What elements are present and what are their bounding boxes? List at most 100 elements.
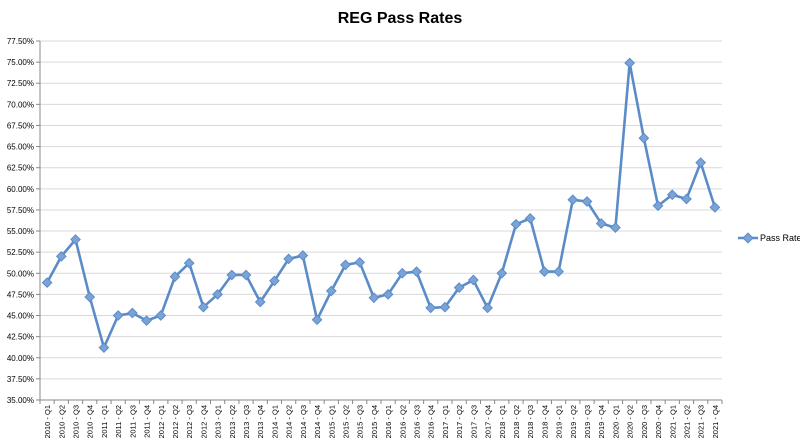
data-point bbox=[553, 266, 564, 277]
x-tick-label: 2013 - Q2 bbox=[228, 405, 237, 438]
x-tick-label: 2014 - Q2 bbox=[285, 405, 294, 438]
data-point bbox=[453, 282, 465, 294]
x-tick-label: 2012 - Q1 bbox=[157, 405, 166, 438]
data-point bbox=[439, 301, 451, 313]
y-tick-label: 52.50% bbox=[7, 248, 34, 257]
data-point bbox=[325, 285, 337, 297]
data-point bbox=[624, 57, 636, 69]
data-point bbox=[482, 302, 493, 314]
x-axis bbox=[39, 41, 722, 401]
y-tick-label: 35.00% bbox=[7, 396, 34, 405]
gridlines bbox=[40, 40, 722, 401]
data-point bbox=[524, 213, 536, 224]
data-point bbox=[155, 310, 167, 321]
data-point bbox=[539, 266, 550, 277]
data-point bbox=[425, 302, 437, 314]
data-point bbox=[212, 289, 223, 300]
legend: Pass Rate bbox=[738, 232, 800, 244]
data-point bbox=[666, 189, 678, 201]
y-tick-label: 57.50% bbox=[7, 206, 34, 215]
data-point bbox=[510, 218, 522, 230]
x-tick-label: 2013 - Q4 bbox=[256, 405, 265, 438]
data-point bbox=[496, 267, 508, 279]
x-tick-label: 2013 - Q3 bbox=[242, 405, 251, 438]
y-tick-label: 37.50% bbox=[7, 375, 34, 384]
y-tick-label: 50.00% bbox=[7, 269, 34, 278]
x-tick-label: 2018 - Q2 bbox=[512, 405, 521, 438]
y-tick-label: 55.00% bbox=[7, 227, 34, 236]
data-point bbox=[681, 193, 692, 205]
x-tick-label: 2012 - Q2 bbox=[171, 405, 180, 438]
x-tick-label: 2017 - Q1 bbox=[441, 405, 450, 438]
x-tick-label: 2016 - Q3 bbox=[413, 405, 422, 438]
data-point bbox=[41, 277, 53, 288]
legend-label: Pass Rate bbox=[760, 233, 800, 243]
x-tick-label: 2019 - Q4 bbox=[597, 405, 606, 438]
x-tick-label: 2019 - Q3 bbox=[583, 405, 592, 438]
y-tick-label: 77.50% bbox=[7, 37, 34, 46]
x-tick-label: 2019 - Q1 bbox=[555, 405, 564, 438]
x-tick-label: 2017 - Q3 bbox=[469, 405, 478, 438]
data-point bbox=[55, 251, 67, 262]
y-tick-label: 42.50% bbox=[7, 333, 34, 342]
data-point bbox=[297, 250, 309, 261]
chart-title: REG Pass Rates bbox=[338, 10, 463, 27]
x-tick-label: 2014 - Q3 bbox=[299, 405, 308, 438]
data-point bbox=[467, 274, 479, 286]
data-point bbox=[112, 310, 124, 321]
x-tick-label: 2011 - Q1 bbox=[100, 405, 109, 438]
data-point bbox=[411, 266, 422, 277]
x-tick-label: 2020 - Q2 bbox=[626, 405, 635, 438]
x-tick-label: 2021 - Q2 bbox=[682, 405, 691, 438]
x-tick-label: 2016 - Q2 bbox=[398, 405, 407, 438]
data-point bbox=[70, 234, 81, 245]
series-pass-rate bbox=[41, 57, 721, 354]
data-point bbox=[311, 314, 323, 326]
data-point bbox=[240, 269, 252, 281]
x-tick-label: 2014 - Q1 bbox=[270, 405, 279, 438]
y-tick-label: 40.00% bbox=[7, 354, 34, 363]
data-point bbox=[169, 271, 181, 283]
data-point bbox=[98, 342, 110, 354]
data-point bbox=[340, 259, 351, 271]
data-point bbox=[126, 307, 138, 319]
x-tick-label: 2011 - Q4 bbox=[143, 405, 152, 438]
x-tick-label: 2016 - Q1 bbox=[384, 405, 393, 438]
x-tick-label: 2015 - Q3 bbox=[356, 405, 365, 438]
y-tick-label: 45.00% bbox=[7, 312, 34, 321]
data-point bbox=[610, 222, 621, 234]
x-tick-label: 2013 - Q1 bbox=[214, 405, 223, 438]
x-tick-label: 2021 - Q1 bbox=[668, 405, 677, 438]
legend-marker bbox=[742, 232, 754, 244]
data-point bbox=[141, 315, 152, 326]
y-tick-label: 65.00% bbox=[7, 143, 34, 152]
x-tick-label: 2017 - Q4 bbox=[484, 405, 493, 438]
data-point bbox=[595, 218, 607, 229]
data-point bbox=[226, 269, 238, 281]
data-point bbox=[354, 256, 366, 268]
x-tick-label: 2017 - Q2 bbox=[455, 405, 464, 438]
x-tick-label: 2018 - Q1 bbox=[498, 405, 507, 438]
y-tick-label: 47.50% bbox=[7, 290, 34, 299]
y-tick-label: 67.50% bbox=[7, 121, 34, 130]
data-point bbox=[283, 253, 295, 265]
data-point bbox=[368, 292, 380, 304]
data-point bbox=[638, 132, 650, 144]
data-point bbox=[198, 301, 209, 313]
x-tick-label: 2020 - Q1 bbox=[611, 405, 620, 438]
y-axis-ticks: 35.00% 37.50% 40.00% 42.50% 45.00% 47.50% 50.0… bbox=[7, 37, 40, 405]
x-tick-label: 2018 - Q4 bbox=[540, 405, 549, 438]
y-tick-label: 72.50% bbox=[7, 79, 34, 88]
x-tick-label: 2015 - Q1 bbox=[327, 405, 336, 438]
data-point bbox=[183, 257, 195, 269]
x-tick-label: 2010 - Q3 bbox=[72, 405, 81, 438]
x-tick-label: 2015 - Q4 bbox=[370, 405, 379, 438]
data-point bbox=[652, 200, 664, 212]
x-tick-label: 2015 - Q2 bbox=[341, 405, 350, 438]
x-axis-ticks: 2010 - Q1 2010 - Q2 2010 - Q3 2010 - Q4 2011… bbox=[39, 400, 723, 438]
x-tick-label: 2010 - Q2 bbox=[57, 405, 66, 438]
x-tick-label: 2021 - Q4 bbox=[711, 405, 720, 438]
x-tick-label: 2016 - Q4 bbox=[427, 405, 436, 438]
y-tick-label: 60.00% bbox=[7, 185, 34, 194]
data-point bbox=[709, 202, 721, 213]
